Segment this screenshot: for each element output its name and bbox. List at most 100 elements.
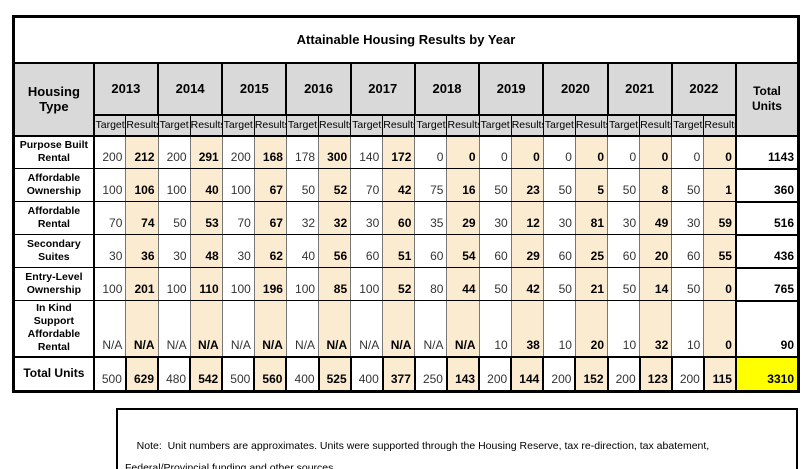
target-cell: 100 [157,267,191,301]
total-units-row: Total Units 500 629 480 542 500 560 400 525 400 37… [12,355,800,393]
target-cell: 60 [671,234,705,268]
results-cell: 38 [510,300,544,357]
results-cell: 377 [381,355,416,393]
results-subheader: Results [253,114,287,137]
results-cell: N/A [446,300,480,357]
target-cell: 100 [221,267,255,301]
results-cell: N/A [189,300,223,357]
target-subheader: Target [350,114,384,137]
results-cell: 0 [703,135,737,169]
row-label: Secondary Suites [12,234,95,268]
target-subheader: Target [478,114,512,137]
target-cell: 30 [478,201,512,235]
target-cell: 60 [607,234,641,268]
target-cell: 100 [350,267,384,301]
target-cell: 60 [542,234,576,268]
year-header: 2021 [606,61,673,116]
results-cell: 0 [510,135,544,169]
results-cell: 20 [574,300,609,357]
results-cell: 201 [125,267,159,301]
target-cell: 200 [670,355,705,393]
results-subheader: Results [510,114,544,137]
table-row: In Kind Support Affordable Rental N/A N/A N… [12,299,800,358]
year-header: 2015 [221,61,288,116]
results-cell: 172 [382,135,416,169]
target-cell: 30 [350,201,384,235]
results-cell: 8 [639,168,673,202]
target-cell: 10 [478,300,512,357]
results-cell: 44 [446,267,480,301]
target-cell: 500 [221,355,256,393]
results-cell: 0 [446,135,480,169]
target-subheader: Target [157,114,191,137]
target-cell: 100 [285,267,320,301]
results-subheader: Results [639,114,673,137]
results-cell: 49 [639,201,673,235]
target-cell: 400 [285,355,320,393]
results-cell: 106 [125,168,159,202]
target-cell: 30 [607,201,641,235]
target-cell: 50 [607,267,641,301]
target-cell: 200 [606,355,641,393]
target-cell: 200 [93,135,127,169]
results-cell: N/A [382,300,416,357]
results-cell: 55 [703,234,737,268]
target-cell: 70 [93,201,127,235]
results-cell: 560 [253,355,288,393]
target-cell: 70 [350,168,384,202]
target-cell: 500 [92,355,127,393]
target-cell: 50 [607,168,641,202]
results-cell: 168 [253,135,287,169]
grand-total-cell: 3310 [734,355,800,393]
target-subheader: Target [414,114,448,137]
target-cell: 480 [156,355,192,393]
target-cell: N/A [221,300,255,357]
target-cell: 50 [671,168,705,202]
results-cell: 1 [703,168,737,202]
results-cell: 16 [446,168,480,202]
results-cell: 0 [703,300,737,357]
results-cell: 48 [189,234,223,268]
target-cell: 30 [221,234,255,268]
target-cell: 250 [413,355,448,393]
results-subheader: Results [318,114,352,137]
row-total-cell: 1143 [734,134,800,170]
results-cell: 40 [189,168,223,202]
year-header: 2020 [542,61,609,116]
target-cell: 30 [93,234,127,268]
target-cell: 100 [221,168,255,202]
target-cell: 200 [478,355,513,393]
target-cell: N/A [414,300,448,357]
results-cell: 23 [510,168,544,202]
year-header: 2018 [413,61,481,116]
results-cell: 60 [382,201,416,235]
target-cell: 32 [285,201,320,235]
target-cell: 30 [671,201,705,235]
target-cell: N/A [350,300,384,357]
target-cell: 80 [414,267,448,301]
results-cell: 115 [702,355,737,393]
results-subheader: Results [125,114,159,137]
target-cell: N/A [285,300,320,357]
results-cell: 5 [574,168,609,202]
target-cell: 50 [157,201,191,235]
year-header: 2013 [92,61,160,116]
subheader-row: Target Results Target Results Target Results T… [14,114,799,137]
note-text: Note: Unit numbers are approximates. Uni… [125,440,713,469]
target-cell: 0 [414,135,448,169]
results-cell: 525 [317,355,352,393]
results-cell: 85 [318,267,352,301]
row-total-cell: 90 [734,299,800,358]
results-subheader: Results [446,114,480,137]
results-cell: 123 [638,355,673,393]
results-cell: 52 [318,168,352,202]
results-cell: 53 [189,201,223,235]
target-subheader: Target [221,114,255,137]
results-cell: 52 [382,267,416,301]
results-cell: 42 [510,267,544,301]
target-cell: 50 [478,267,512,301]
year-header: 2022 [670,61,737,116]
results-cell: 291 [189,135,223,169]
results-cell: 42 [382,168,416,202]
table-row: Entry-Level Ownership 100 201 100 110 100 196 1… [12,266,800,302]
